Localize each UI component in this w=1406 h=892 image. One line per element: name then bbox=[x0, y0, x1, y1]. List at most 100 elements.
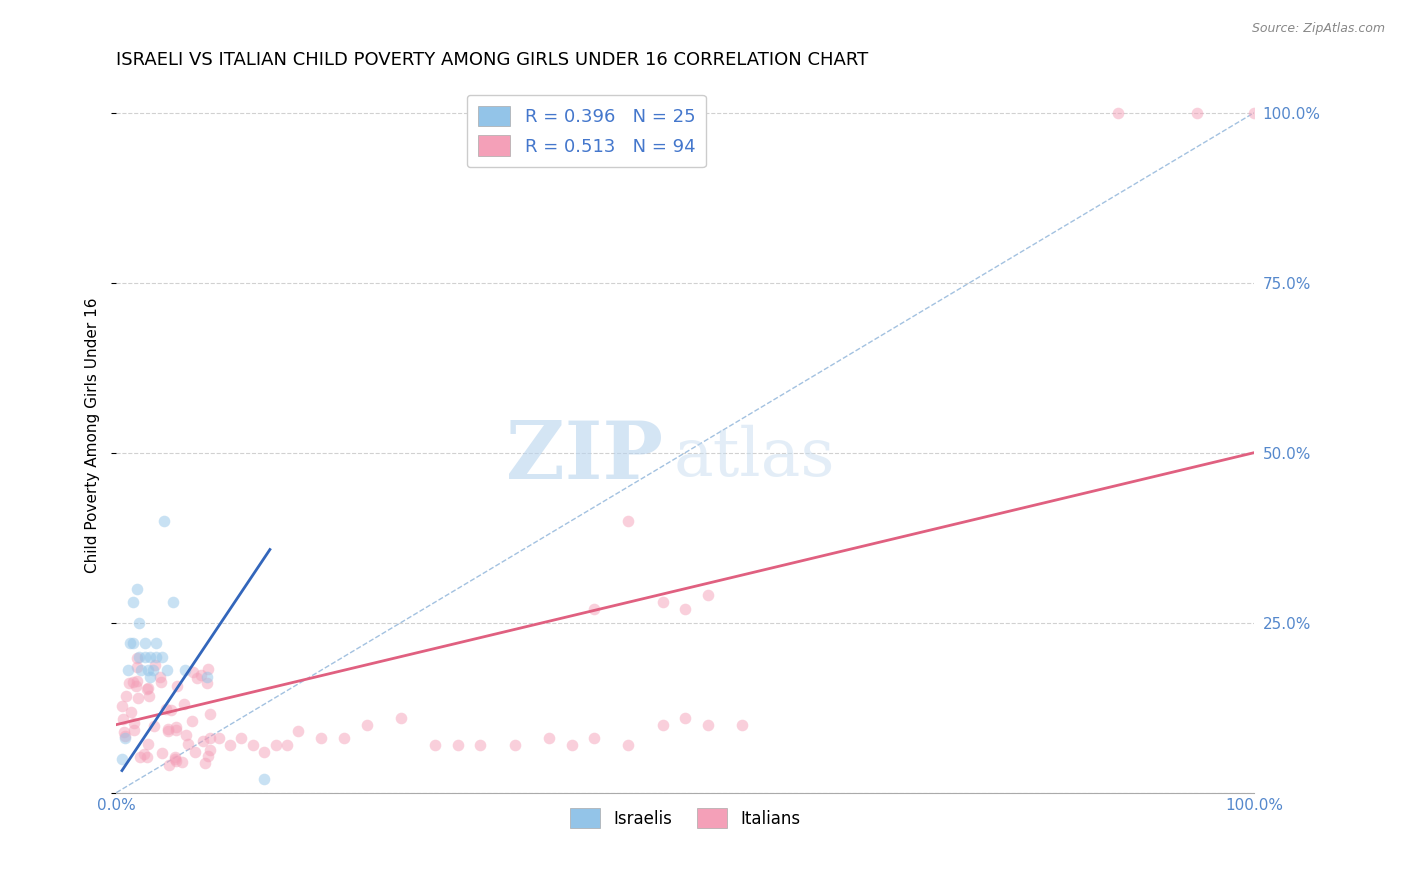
Point bbox=[195, 670, 218, 684]
Point bbox=[157, 724, 180, 739]
Point bbox=[122, 636, 145, 650]
Point bbox=[163, 751, 186, 765]
Point bbox=[114, 729, 136, 743]
Text: ZIP: ZIP bbox=[506, 418, 662, 496]
Point bbox=[165, 754, 187, 768]
Point bbox=[184, 746, 207, 760]
Y-axis label: Child Poverty Among Girls Under 16: Child Poverty Among Girls Under 16 bbox=[86, 298, 100, 574]
Point bbox=[111, 712, 134, 726]
Point bbox=[197, 662, 219, 676]
Point bbox=[264, 738, 287, 752]
Point bbox=[537, 731, 560, 746]
Point bbox=[200, 743, 222, 757]
Point bbox=[142, 663, 165, 677]
Point bbox=[195, 676, 218, 690]
Point bbox=[470, 738, 492, 752]
Text: ISRAELI VS ITALIAN CHILD POVERTY AMONG GIRLS UNDER 16 CORRELATION CHART: ISRAELI VS ITALIAN CHILD POVERTY AMONG G… bbox=[117, 51, 869, 69]
Point bbox=[170, 755, 193, 769]
Point bbox=[125, 674, 148, 689]
Point bbox=[583, 602, 606, 616]
Point bbox=[1187, 105, 1209, 120]
Point bbox=[136, 663, 159, 677]
Point bbox=[112, 724, 135, 739]
Point bbox=[287, 724, 309, 739]
Point bbox=[173, 663, 195, 677]
Point bbox=[208, 731, 231, 746]
Point bbox=[583, 731, 606, 746]
Point bbox=[134, 649, 156, 664]
Point bbox=[166, 679, 188, 693]
Point bbox=[122, 716, 145, 731]
Point bbox=[117, 663, 139, 677]
Point bbox=[125, 659, 148, 673]
Point bbox=[181, 714, 204, 728]
Text: Source: ZipAtlas.com: Source: ZipAtlas.com bbox=[1251, 22, 1385, 36]
Point bbox=[131, 663, 153, 677]
Point bbox=[697, 717, 720, 731]
Point bbox=[231, 731, 253, 746]
Point bbox=[135, 681, 157, 696]
Point bbox=[136, 681, 159, 695]
Text: atlas: atlas bbox=[673, 425, 835, 490]
Point bbox=[156, 723, 179, 737]
Point bbox=[673, 602, 696, 616]
Point bbox=[617, 514, 640, 528]
Point bbox=[177, 737, 200, 751]
Point bbox=[138, 689, 160, 703]
Point bbox=[309, 731, 332, 746]
Point bbox=[142, 719, 165, 733]
Point bbox=[197, 748, 219, 763]
Point bbox=[111, 752, 134, 766]
Point bbox=[118, 636, 141, 650]
Point bbox=[651, 595, 673, 609]
Point bbox=[127, 690, 149, 705]
Point bbox=[356, 717, 378, 731]
Point bbox=[165, 723, 187, 737]
Point bbox=[134, 636, 156, 650]
Point bbox=[181, 665, 204, 679]
Point bbox=[157, 757, 180, 772]
Point bbox=[333, 731, 356, 746]
Point bbox=[186, 671, 208, 685]
Point bbox=[124, 679, 146, 693]
Point bbox=[651, 717, 673, 731]
Point bbox=[219, 738, 242, 752]
Point bbox=[145, 636, 167, 650]
Point bbox=[174, 728, 197, 742]
Point bbox=[1107, 105, 1129, 120]
Point bbox=[128, 750, 150, 764]
Point bbox=[423, 738, 446, 752]
Point bbox=[162, 595, 184, 609]
Point bbox=[503, 738, 526, 752]
Point bbox=[136, 750, 159, 764]
Point bbox=[150, 746, 173, 760]
Point bbox=[165, 720, 187, 734]
Point bbox=[150, 649, 173, 664]
Point bbox=[139, 670, 162, 684]
Point bbox=[731, 717, 754, 731]
Point bbox=[697, 589, 720, 603]
Point bbox=[122, 723, 145, 737]
Point bbox=[198, 707, 221, 722]
Point bbox=[617, 738, 640, 752]
Point bbox=[193, 756, 215, 770]
Point bbox=[153, 514, 176, 528]
Point bbox=[155, 701, 177, 715]
Point bbox=[242, 738, 264, 752]
Point bbox=[389, 711, 412, 725]
Point bbox=[132, 747, 155, 761]
Point bbox=[159, 703, 181, 717]
Point bbox=[190, 668, 212, 682]
Point bbox=[139, 649, 162, 664]
Point bbox=[128, 615, 150, 630]
Point bbox=[193, 733, 215, 747]
Point bbox=[145, 649, 167, 664]
Point bbox=[165, 750, 187, 764]
Point bbox=[125, 651, 148, 665]
Point bbox=[121, 674, 143, 689]
Point bbox=[128, 649, 150, 664]
Point bbox=[447, 738, 470, 752]
Point bbox=[1243, 105, 1265, 120]
Point bbox=[149, 670, 172, 684]
Point bbox=[122, 595, 145, 609]
